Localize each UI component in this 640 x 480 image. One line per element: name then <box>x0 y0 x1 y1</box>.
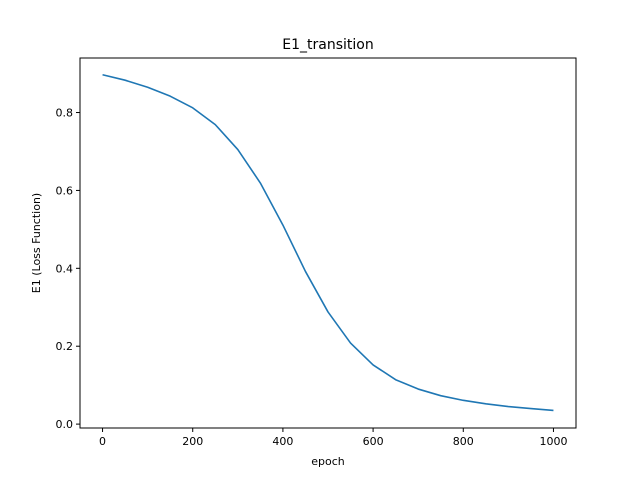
y-tick-label: 0.4 <box>56 262 74 275</box>
axis-ticks: 0 200 400 600 800 1000 0.0 0.2 0.4 0.6 0.8 <box>56 107 568 448</box>
y-tick-label: 0.2 <box>56 340 74 353</box>
x-axis-label: epoch <box>311 455 345 468</box>
chart-title: E1_transition <box>282 37 373 53</box>
x-tick-label: 1000 <box>539 435 567 448</box>
plot-area <box>102 73 554 412</box>
x-tick-label: 600 <box>363 435 384 448</box>
x-tick-label: 400 <box>272 435 293 448</box>
x-tick-label: 0 <box>99 435 106 448</box>
series-line-0 <box>102 73 554 412</box>
x-tick-label: 800 <box>453 435 474 448</box>
y-tick-label: 0.0 <box>56 418 74 431</box>
x-tick-label: 200 <box>182 435 203 448</box>
y-tick-label: 0.6 <box>56 184 74 197</box>
y-axis-label: E1 (Loss Function) <box>30 193 43 293</box>
y-tick-label: 0.8 <box>56 107 74 120</box>
axes-frame <box>79 57 577 429</box>
